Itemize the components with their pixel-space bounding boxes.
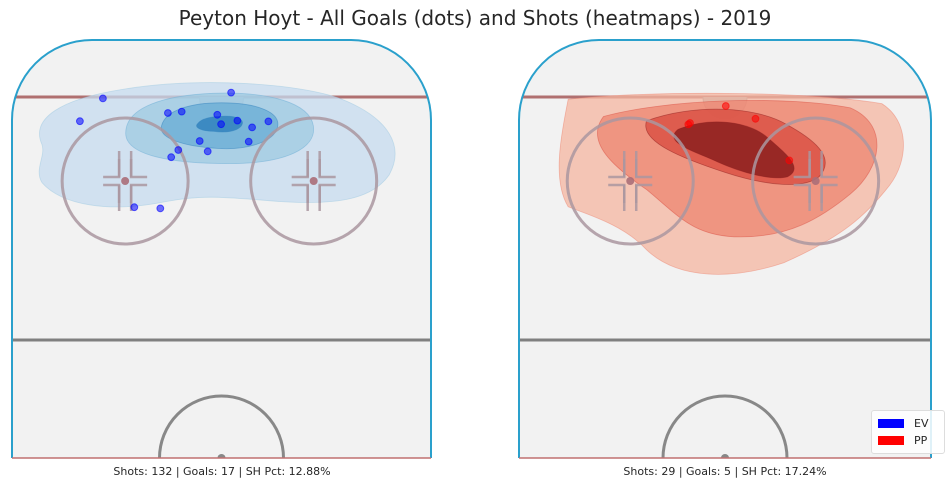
ev-left-hash-marks <box>103 151 148 211</box>
chart-title: Peyton Hoyt - All Goals (dots) and Shots… <box>178 6 772 30</box>
ev-stats-caption: Shots: 132 | Goals: 17 | SH Pct: 12.88% <box>113 465 331 478</box>
ev-goal-dot-16 <box>130 203 139 212</box>
ev-goal-dot-17 <box>156 204 165 213</box>
legend-swatch-pp <box>878 435 904 445</box>
legend-item-pp: PP <box>878 433 927 447</box>
ev-shot-heatmap <box>38 82 396 208</box>
ev-goal-dot-4 <box>164 109 172 117</box>
ev-goal-dot-5 <box>177 107 186 116</box>
pp-center-dot <box>721 454 729 458</box>
ev-center-dot <box>217 454 226 458</box>
ev-goal-dot-7 <box>264 117 273 126</box>
pp-heatmap-contour-4 <box>673 121 795 179</box>
ev-goal-dot-1 <box>99 94 107 103</box>
legend-item-ev: EV <box>878 416 928 430</box>
ev-goal-dot-6 <box>213 110 222 119</box>
pp-goal-dot-1 <box>721 102 730 110</box>
ev-rink-panel <box>11 39 432 459</box>
ev-center-circle <box>158 394 285 459</box>
ev-goal-dot-15 <box>167 153 176 162</box>
pp-right-hash-marks <box>793 151 838 211</box>
pp-goal-dot-4 <box>684 120 693 129</box>
pp-goal-dot-5 <box>785 156 794 165</box>
legend-label-ev: EV <box>914 416 929 430</box>
pp-goal-dot-2 <box>751 114 760 123</box>
ev-left-faceoff-circle <box>60 116 190 246</box>
ev-goal-dot-11 <box>195 137 204 145</box>
pp-center-circle <box>661 394 789 459</box>
ev-left-faceoff-dot <box>121 177 130 185</box>
pp-stats-caption: Shots: 29 | Goals: 5 | SH Pct: 17.24% <box>623 465 827 478</box>
ev-goal-dot-10 <box>248 123 257 132</box>
ev-right-faceoff-circle <box>249 116 379 246</box>
pp-shot-heatmap <box>558 92 904 275</box>
pp-left-faceoff-dot <box>626 177 635 185</box>
ev-right-faceoff-dot <box>309 177 318 185</box>
legend-label-pp: PP <box>914 433 928 447</box>
ev-goal-dot-3 <box>227 88 236 97</box>
ev-right-hash-marks <box>291 151 336 211</box>
ev-goal-dot-14 <box>203 147 212 156</box>
pp-right-faceoff-circle <box>751 116 881 246</box>
ev-boards <box>11 39 432 458</box>
ev-goal-dot-2 <box>76 117 84 126</box>
ev-goal-dot-8 <box>233 116 242 125</box>
pp-left-hash-marks <box>608 151 653 211</box>
ev-goal-dot-13 <box>174 146 183 154</box>
pp-boards <box>518 39 932 458</box>
pp-right-faceoff-dot <box>811 177 820 185</box>
legend: EV PP <box>871 410 945 454</box>
pp-left-faceoff-circle <box>565 116 695 246</box>
ev-goal-dot-9 <box>217 120 226 129</box>
ev-goal-dot-12 <box>244 137 253 146</box>
pp-rink-panel <box>518 39 932 459</box>
legend-swatch-ev <box>878 418 904 428</box>
